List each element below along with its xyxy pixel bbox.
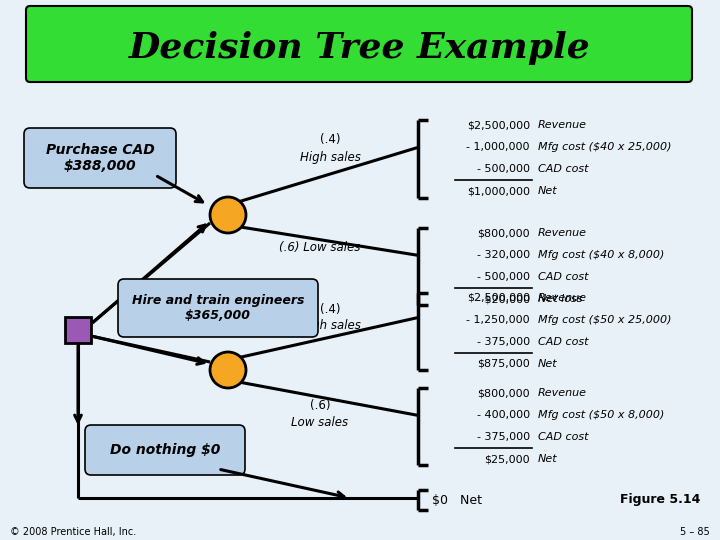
Text: - 1,000,000: - 1,000,000 (467, 142, 530, 152)
Text: Revenue: Revenue (538, 293, 587, 303)
Text: (.4): (.4) (320, 302, 341, 315)
Text: Revenue: Revenue (538, 228, 587, 238)
Text: - 1,250,000: - 1,250,000 (467, 315, 530, 325)
Bar (65, 317, 91, 343)
Text: Mfg cost ($40 x 25,000): Mfg cost ($40 x 25,000) (538, 142, 672, 152)
Text: Decision Tree Example: Decision Tree Example (129, 31, 591, 65)
Text: High sales: High sales (300, 152, 361, 165)
Text: Net: Net (538, 454, 557, 464)
Text: $800,000: $800,000 (477, 388, 530, 398)
Text: - 375,000: - 375,000 (477, 432, 530, 442)
Text: $2,500,000: $2,500,000 (467, 120, 530, 130)
Text: Net: Net (538, 186, 557, 196)
Text: - 400,000: - 400,000 (477, 410, 530, 420)
Text: Mfg cost ($40 x 8,000): Mfg cost ($40 x 8,000) (538, 250, 665, 260)
Text: - 320,000: - 320,000 (477, 250, 530, 260)
Text: Mfg cost ($50 x 8,000): Mfg cost ($50 x 8,000) (538, 410, 665, 420)
Circle shape (210, 197, 246, 233)
Text: $800,000: $800,000 (477, 228, 530, 238)
Text: CAD cost: CAD cost (538, 272, 588, 282)
Text: Mfg cost ($50 x 25,000): Mfg cost ($50 x 25,000) (538, 315, 672, 325)
Text: CAD cost: CAD cost (538, 164, 588, 174)
Text: (.4): (.4) (320, 133, 341, 146)
Text: © 2008 Prentice Hall, Inc.: © 2008 Prentice Hall, Inc. (10, 527, 136, 537)
Text: Net loss: Net loss (538, 294, 582, 304)
FancyBboxPatch shape (24, 128, 176, 188)
Text: $0   Net: $0 Net (432, 494, 482, 507)
Text: High sales: High sales (300, 320, 361, 333)
FancyBboxPatch shape (26, 6, 692, 82)
FancyBboxPatch shape (118, 279, 318, 337)
Text: $2,500,000: $2,500,000 (467, 293, 530, 303)
Text: Figure 5.14: Figure 5.14 (620, 494, 700, 507)
Text: $1,000,000: $1,000,000 (467, 186, 530, 196)
Text: (.6) Low sales: (.6) Low sales (279, 241, 361, 254)
Text: Low sales: Low sales (292, 415, 348, 429)
Text: Revenue: Revenue (538, 120, 587, 130)
FancyBboxPatch shape (85, 425, 245, 475)
Text: 5 – 85: 5 – 85 (680, 527, 710, 537)
Text: Hire and train engineers
$365,000: Hire and train engineers $365,000 (132, 294, 305, 322)
Text: - 500,000: - 500,000 (477, 164, 530, 174)
Text: $875,000: $875,000 (477, 359, 530, 369)
Text: Revenue: Revenue (538, 388, 587, 398)
Text: $25,000: $25,000 (485, 454, 530, 464)
Text: CAD cost: CAD cost (538, 337, 588, 347)
Text: Net: Net (538, 359, 557, 369)
Text: - 375,000: - 375,000 (477, 337, 530, 347)
Text: Purchase CAD
$388,000: Purchase CAD $388,000 (45, 143, 154, 173)
Text: - $20,000: - $20,000 (477, 294, 530, 304)
Text: - 500,000: - 500,000 (477, 272, 530, 282)
Circle shape (210, 352, 246, 388)
Text: Do nothing $0: Do nothing $0 (110, 443, 220, 457)
Text: (.6): (.6) (310, 399, 330, 411)
Text: CAD cost: CAD cost (538, 432, 588, 442)
